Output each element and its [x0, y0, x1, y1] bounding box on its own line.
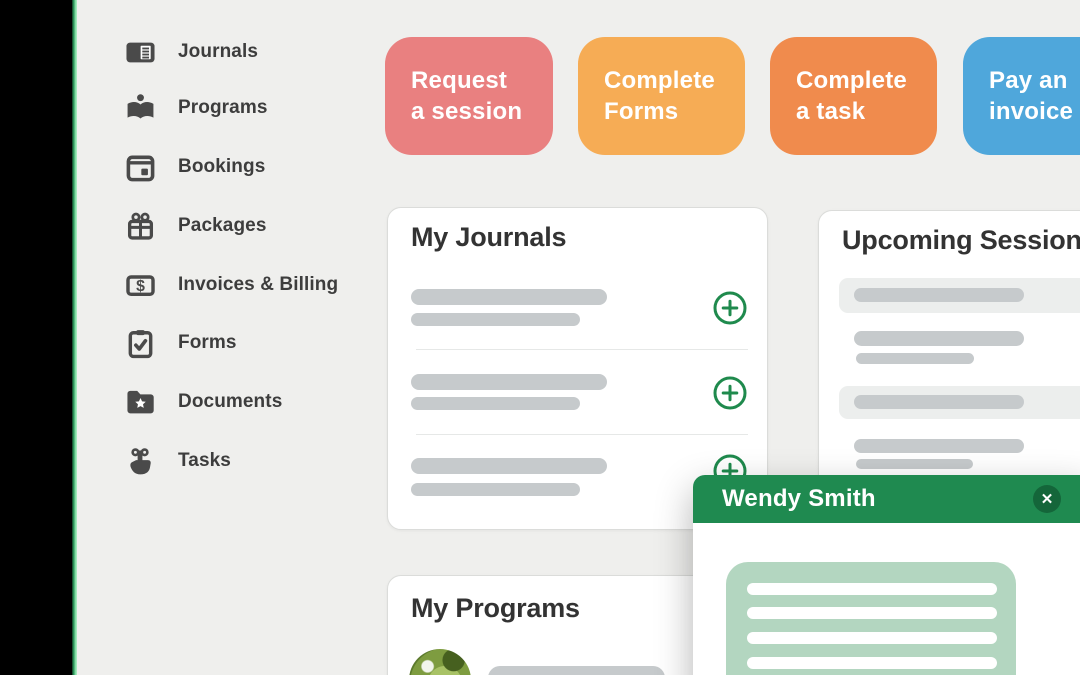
- content-placeholder-block: [726, 562, 1016, 675]
- popup-title: Wendy Smith: [722, 485, 876, 512]
- left-letterbox: [0, 0, 72, 675]
- my-journals-title: My Journals: [411, 222, 567, 252]
- wendy-smith-popup: Wendy Smith ✕: [693, 475, 1080, 675]
- popup-header: Wendy Smith ✕: [693, 475, 1080, 523]
- session-row-highlight: [839, 386, 1080, 419]
- journal-entry-placeholder: [411, 289, 607, 305]
- sidebar-item-label: Invoices & Billing: [178, 274, 339, 295]
- sidebar-item-journals[interactable]: Journals: [123, 34, 258, 70]
- sidebar-item-label: Journals: [178, 41, 258, 62]
- circled-plus-icon: [713, 291, 747, 325]
- sidebar-item-label: Documents: [178, 391, 283, 412]
- sidebar-item-label: Programs: [178, 97, 268, 118]
- my-programs-title: My Programs: [411, 593, 580, 623]
- session-placeholder: [856, 459, 973, 469]
- add-journal-entry-button[interactable]: [713, 376, 747, 410]
- text-placeholder: [747, 583, 997, 595]
- packages-icon: [123, 209, 158, 244]
- complete-forms-button[interactable]: Complete Forms: [578, 37, 745, 155]
- popup-body: [693, 523, 1080, 675]
- program-placeholder: [488, 666, 665, 675]
- sidebar-item-label: Tasks: [178, 450, 231, 471]
- journal-entry-placeholder: [411, 458, 607, 474]
- tasks-icon: [123, 444, 158, 479]
- pay-invoice-button[interactable]: Pay an invoice: [963, 37, 1080, 155]
- circled-plus-icon: [713, 376, 747, 410]
- session-row-highlight: [839, 278, 1080, 313]
- sidebar-item-documents[interactable]: Documents: [123, 384, 282, 420]
- sidebar-item-bookings[interactable]: Bookings: [123, 149, 265, 185]
- my-journals-card: My Journals: [387, 207, 768, 530]
- text-placeholder: [747, 657, 997, 669]
- sidebar: Journals Programs Bookings Packages $ In…: [0, 0, 380, 675]
- session-placeholder: [854, 331, 1024, 346]
- session-placeholder: [854, 288, 1024, 302]
- sidebar-item-packages[interactable]: Packages: [123, 208, 266, 244]
- divider: [416, 349, 748, 350]
- upcoming-sessions-title: Upcoming Sessions: [842, 225, 1080, 255]
- sidebar-item-label: Bookings: [178, 156, 266, 177]
- close-button[interactable]: ✕: [1033, 485, 1061, 513]
- bookings-icon: [123, 150, 158, 185]
- session-placeholder: [854, 439, 1024, 453]
- program-avatar: [409, 649, 471, 675]
- divider: [416, 434, 748, 435]
- sidebar-item-forms[interactable]: Forms: [123, 325, 237, 361]
- add-journal-entry-button[interactable]: [713, 291, 747, 325]
- invoices-billing-icon: $: [123, 268, 158, 303]
- journal-entry-placeholder: [411, 397, 580, 410]
- sidebar-item-tasks[interactable]: Tasks: [123, 443, 231, 479]
- journals-icon: [123, 35, 158, 70]
- journal-entry-placeholder: [411, 313, 580, 326]
- programs-icon: [123, 91, 158, 126]
- session-placeholder: [856, 353, 974, 364]
- documents-icon: [123, 385, 158, 420]
- session-placeholder: [854, 395, 1024, 409]
- sidebar-item-programs[interactable]: Programs: [123, 90, 268, 126]
- sidebar-item-invoices-billing[interactable]: $ Invoices & Billing: [123, 267, 338, 303]
- close-icon: ✕: [1040, 490, 1054, 508]
- text-placeholder: [747, 607, 997, 619]
- text-placeholder: [747, 632, 997, 644]
- sidebar-item-label: Packages: [178, 215, 267, 236]
- svg-text:$: $: [136, 278, 145, 295]
- green-edge-strip: [72, 0, 77, 675]
- forms-icon: [123, 326, 158, 361]
- journal-entry-placeholder: [411, 374, 607, 390]
- complete-task-button[interactable]: Complete a task: [770, 37, 937, 155]
- sidebar-item-label: Forms: [178, 332, 237, 353]
- journal-entry-placeholder: [411, 483, 580, 496]
- request-session-button[interactable]: Request a session: [385, 37, 553, 155]
